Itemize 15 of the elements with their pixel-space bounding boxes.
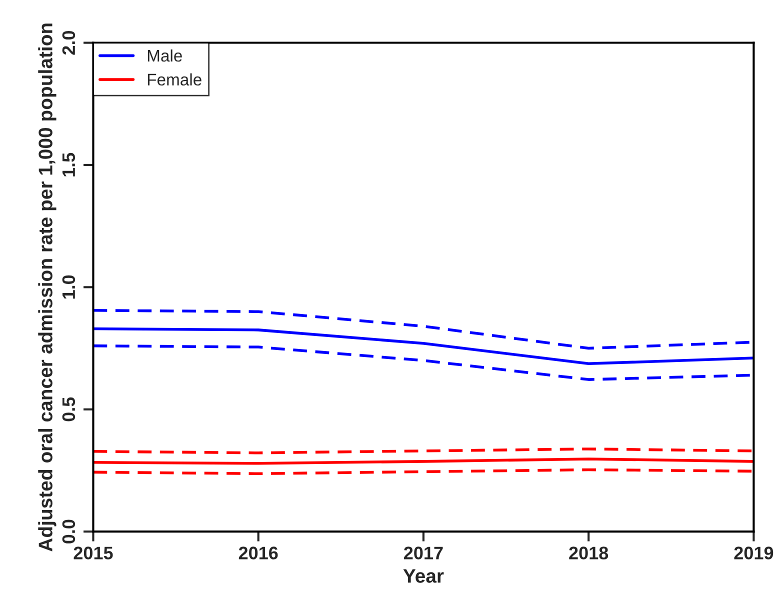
y-tick-label: 2.0 xyxy=(62,30,76,55)
x-tick-label: 2019 xyxy=(734,546,774,560)
legend-label: Female xyxy=(148,73,202,86)
y-tick-label: 0.5 xyxy=(62,397,76,422)
y-tick-label: 1.5 xyxy=(62,152,76,176)
y-tick-label: 0.0 xyxy=(62,520,76,544)
x-tick-label: 2017 xyxy=(404,546,443,560)
line-series xyxy=(93,327,754,366)
x-tick-label: 2018 xyxy=(569,546,608,560)
y-axis-title: Adjusted oral cancer admission rate per 1,000 population xyxy=(38,24,56,552)
legend-label: Male xyxy=(148,49,182,62)
x-tick-label: 2016 xyxy=(238,546,278,560)
y-tick-label: 1.0 xyxy=(62,275,76,299)
x-axis-title: Year xyxy=(403,569,444,583)
x-tick-label: 2015 xyxy=(74,546,113,560)
